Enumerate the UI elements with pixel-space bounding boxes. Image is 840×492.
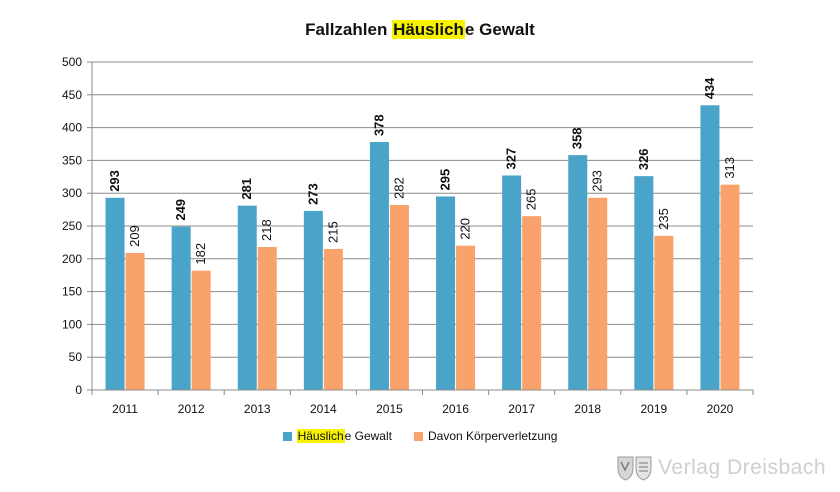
data-label-koerperverletzung: 209 (127, 225, 142, 247)
bar-haeusliche-gewalt (369, 142, 389, 390)
coat-of-arms-icon (617, 456, 652, 481)
chart-title: Fallzahlen Häusliche Gewalt (0, 20, 840, 40)
x-tick-label: 2018 (574, 402, 601, 416)
bar-haeusliche-gewalt (237, 205, 257, 390)
watermark-text: Verlag Dreisbach (658, 456, 826, 479)
data-label-haeusliche-gewalt: 249 (173, 199, 188, 221)
data-label-haeusliche-gewalt: 434 (702, 77, 717, 99)
legend-swatch-koerperverletzung (413, 431, 423, 441)
data-label-koerperverletzung: 293 (590, 170, 605, 192)
chart-legend: Häusliche Gewalt Davon Körperverletzung (0, 429, 840, 443)
y-tick-label: 450 (62, 88, 82, 102)
data-label-koerperverletzung: 282 (391, 177, 406, 199)
x-tick-label: 2015 (376, 402, 403, 416)
data-label-koerperverletzung: 235 (656, 208, 671, 230)
legend-label-rest: e Gewalt (344, 429, 392, 443)
x-tick-label: 2016 (442, 402, 469, 416)
legend-label-haeusliche-gewalt: Häusliche Gewalt (296, 429, 392, 443)
bar-koerperverletzung (125, 252, 145, 390)
data-label-haeusliche-gewalt: 378 (371, 114, 386, 136)
data-label-haeusliche-gewalt: 326 (636, 148, 651, 170)
chart-title-part-3: e Gewalt (464, 20, 535, 39)
bar-koerperverletzung (522, 216, 542, 390)
bar-koerperverletzung (323, 248, 343, 390)
x-tick-label: 2013 (244, 402, 271, 416)
data-label-koerperverletzung: 265 (524, 188, 539, 210)
y-tick-label: 500 (62, 55, 82, 69)
x-tick-label: 2014 (310, 402, 337, 416)
bar-haeusliche-gewalt (502, 175, 522, 390)
bar-koerperverletzung (588, 197, 608, 390)
bar-haeusliche-gewalt (634, 176, 654, 390)
legend-label-highlight: Häuslich (296, 429, 345, 443)
x-tick-label: 2019 (640, 402, 667, 416)
data-label-haeusliche-gewalt: 293 (107, 170, 122, 192)
y-tick-label: 400 (62, 121, 82, 135)
y-tick-label: 300 (62, 186, 82, 200)
bar-koerperverletzung (456, 245, 476, 390)
watermark: Verlag Dreisbach (616, 454, 826, 482)
legend-label-koerperverletzung: Davon Körperverletzung (427, 429, 558, 443)
bar-haeusliche-gewalt (303, 210, 323, 390)
bar-haeusliche-gewalt (700, 105, 720, 391)
x-tick-label: 2020 (707, 402, 734, 416)
chart-title-part-1: Fallzahlen (305, 20, 393, 39)
y-tick-label: 250 (62, 219, 82, 233)
data-label-koerperverletzung: 182 (193, 243, 208, 265)
chart-title-highlight: Häuslich (392, 20, 465, 39)
data-label-haeusliche-gewalt: 327 (504, 148, 519, 170)
y-tick-label: 0 (75, 383, 82, 397)
bar-haeusliche-gewalt (568, 155, 588, 390)
bar-haeusliche-gewalt (436, 196, 456, 390)
data-label-haeusliche-gewalt: 281 (239, 178, 254, 200)
legend-item-koerperverletzung: Davon Körperverletzung (413, 429, 558, 443)
x-tick-label: 2011 (112, 402, 138, 416)
bar-haeusliche-gewalt (171, 226, 191, 390)
x-tick-label: 2017 (508, 402, 535, 416)
bar-koerperverletzung (720, 184, 740, 390)
legend-item-haeusliche-gewalt: Häusliche Gewalt (282, 429, 392, 443)
legend-swatch-haeusliche-gewalt (282, 431, 292, 441)
data-label-haeusliche-gewalt: 273 (305, 183, 320, 205)
x-tick-label: 2012 (178, 402, 205, 416)
y-tick-label: 350 (62, 153, 82, 167)
data-label-koerperverletzung: 218 (259, 219, 274, 241)
y-tick-label: 50 (69, 350, 83, 364)
bar-koerperverletzung (191, 270, 211, 390)
y-tick-label: 200 (62, 252, 82, 266)
data-label-koerperverletzung: 220 (458, 218, 473, 240)
data-label-haeusliche-gewalt: 358 (570, 127, 585, 149)
bar-haeusliche-gewalt (105, 197, 125, 390)
data-label-koerperverletzung: 215 (325, 221, 340, 243)
data-label-koerperverletzung: 313 (722, 157, 737, 179)
data-label-haeusliche-gewalt: 295 (438, 169, 453, 191)
bar-koerperverletzung (389, 205, 409, 390)
y-tick-label: 150 (62, 285, 82, 299)
y-tick-label: 100 (62, 317, 82, 331)
bar-koerperverletzung (654, 235, 674, 390)
bar-koerperverletzung (257, 246, 277, 390)
